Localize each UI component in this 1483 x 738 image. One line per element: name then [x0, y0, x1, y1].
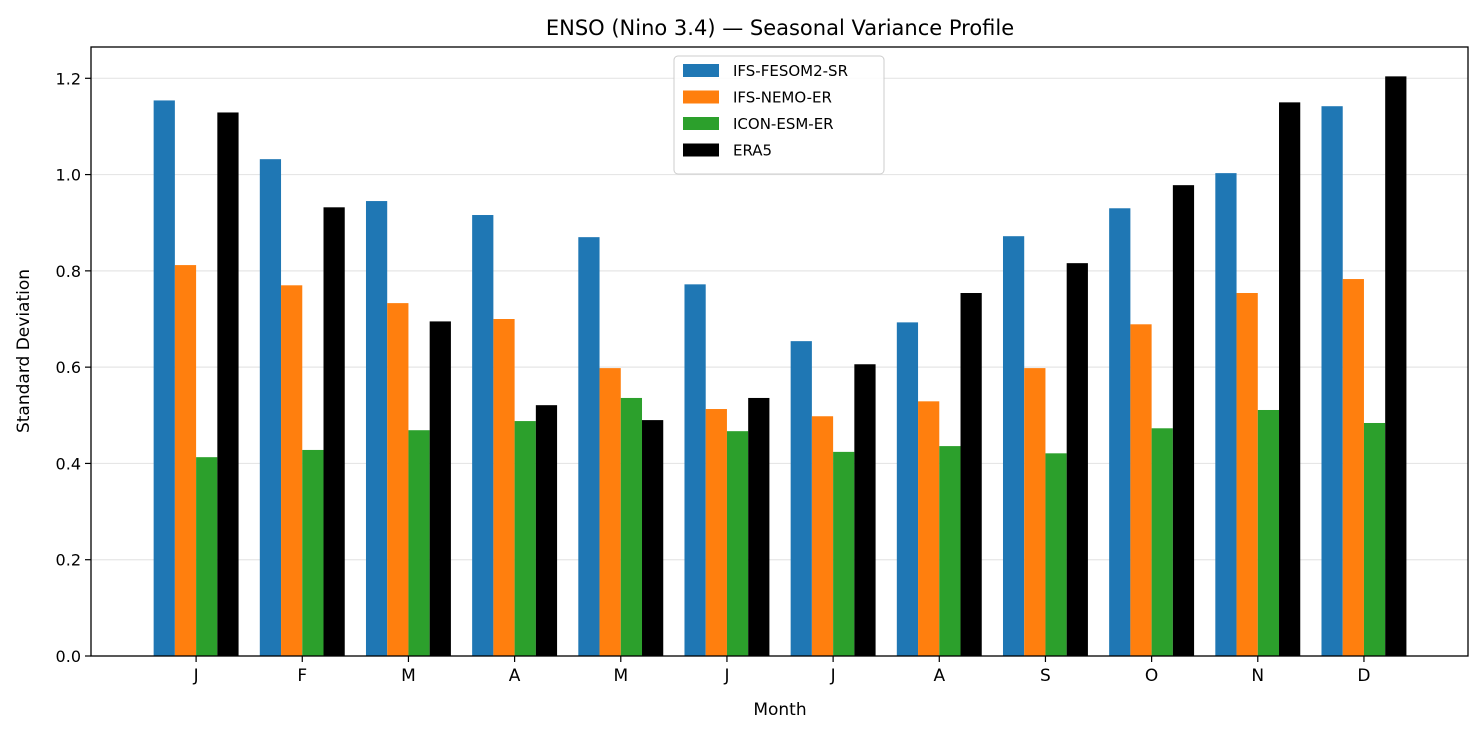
- y-tick-label: 0.4: [56, 454, 81, 473]
- legend-label: IFS-NEMO-ER: [733, 89, 832, 107]
- bar-ifs-nemo-er: [1342, 279, 1364, 656]
- x-tick-label: O: [1145, 666, 1158, 686]
- bar-era5: [642, 420, 664, 656]
- bar-ifs-nemo-er: [1024, 368, 1046, 656]
- bar-icon-esm-er: [302, 449, 324, 656]
- bar-icon-esm-er: [726, 431, 749, 656]
- y-axis-label: Standard Deviation: [14, 269, 34, 433]
- bar-icon-esm-er: [196, 457, 218, 656]
- y-tick-label: 0.2: [56, 551, 81, 570]
- bar-ifs-nemo-er: [281, 285, 303, 656]
- legend-label: ERA5: [733, 142, 772, 160]
- bar-ifs-nemo-er: [599, 368, 621, 656]
- legend-swatch: [683, 143, 719, 157]
- x-tick-label: S: [1040, 666, 1051, 686]
- bar-icon-esm-er: [833, 451, 855, 656]
- bar-era5: [535, 405, 558, 656]
- bar-ifs-nemo-er: [1236, 293, 1258, 656]
- bar-era5: [1066, 263, 1088, 656]
- bar-ifs-fesom2-sr: [365, 201, 388, 656]
- x-tick-label: J: [723, 666, 729, 686]
- bar-icon-esm-er: [1257, 409, 1280, 656]
- x-axis-label: Month: [753, 700, 806, 720]
- legend-swatch: [683, 117, 719, 130]
- x-tick-label: F: [297, 666, 307, 686]
- y-tick-label: 1.0: [56, 166, 81, 185]
- bar-ifs-fesom2-sr: [790, 341, 812, 656]
- bar-ifs-fesom2-sr: [896, 322, 919, 656]
- x-tick-label: J: [193, 666, 199, 686]
- legend-label: ICON-ESM-ER: [733, 115, 834, 133]
- bar-era5: [1279, 102, 1301, 656]
- bar-ifs-fesom2-sr: [1321, 106, 1343, 656]
- bar-era5: [217, 112, 239, 657]
- bar-ifs-nemo-er: [174, 265, 197, 656]
- plot-frame: [90, 46, 1469, 657]
- legend-swatch: [683, 90, 719, 104]
- legend-box: [673, 55, 885, 175]
- y-tick-label: 0.8: [56, 262, 81, 281]
- x-tick-label: J: [830, 666, 836, 686]
- bar-ifs-fesom2-sr: [1109, 208, 1131, 656]
- bar-icon-esm-er: [514, 421, 536, 656]
- chart-title: ENSO (Nino 3.4) — Seasonal Variance Prof…: [546, 16, 1014, 40]
- bar-ifs-nemo-er: [493, 319, 515, 656]
- bar-ifs-fesom2-sr: [684, 284, 706, 656]
- bar-ifs-nemo-er: [918, 401, 940, 656]
- bar-icon-esm-er: [1363, 422, 1386, 656]
- x-tick-label: A: [933, 666, 945, 686]
- bar-era5: [748, 397, 770, 656]
- bar-era5: [854, 364, 876, 656]
- legend-swatch: [683, 64, 719, 77]
- legend-label: IFS-FESOM2-SR: [733, 62, 848, 80]
- bar-ifs-nemo-er: [387, 303, 409, 656]
- bar-ifs-nemo-er: [705, 409, 727, 656]
- bar-era5: [323, 207, 345, 656]
- bar-era5: [960, 293, 982, 656]
- bar-icon-esm-er: [408, 430, 430, 656]
- bar-ifs-fesom2-sr: [578, 237, 600, 656]
- bar-era5: [1172, 185, 1195, 656]
- legend: IFS-FESOM2-SR IFS-NEMO-ER ICON-ESM-ER ERA5: [673, 55, 885, 175]
- bar-era5: [429, 321, 451, 656]
- y-tick-label: 0.0: [56, 647, 81, 666]
- bar-ifs-fesom2-sr: [1002, 236, 1025, 656]
- x-tick-label: N: [1251, 666, 1264, 686]
- bar-icon-esm-er: [620, 397, 643, 656]
- bar-era5: [1385, 76, 1407, 656]
- bar-ifs-fesom2-sr: [472, 215, 494, 656]
- bar-ifs-fesom2-sr: [153, 100, 175, 657]
- bar-ifs-nemo-er: [811, 416, 834, 656]
- bar-icon-esm-er: [1045, 453, 1067, 656]
- bar-icon-esm-er: [939, 446, 961, 656]
- bar-ifs-fesom2-sr: [259, 159, 282, 656]
- y-tick-label: 0.6: [56, 358, 81, 377]
- bar-icon-esm-er: [1151, 428, 1173, 656]
- bar-ifs-nemo-er: [1130, 324, 1152, 656]
- bar-ifs-fesom2-sr: [1215, 173, 1237, 656]
- x-tick-label: M: [613, 666, 628, 686]
- x-tick-label: M: [401, 666, 416, 686]
- x-tick-label: D: [1357, 666, 1370, 686]
- y-tick-label: 1.2: [56, 69, 81, 88]
- x-tick-label: A: [509, 666, 521, 686]
